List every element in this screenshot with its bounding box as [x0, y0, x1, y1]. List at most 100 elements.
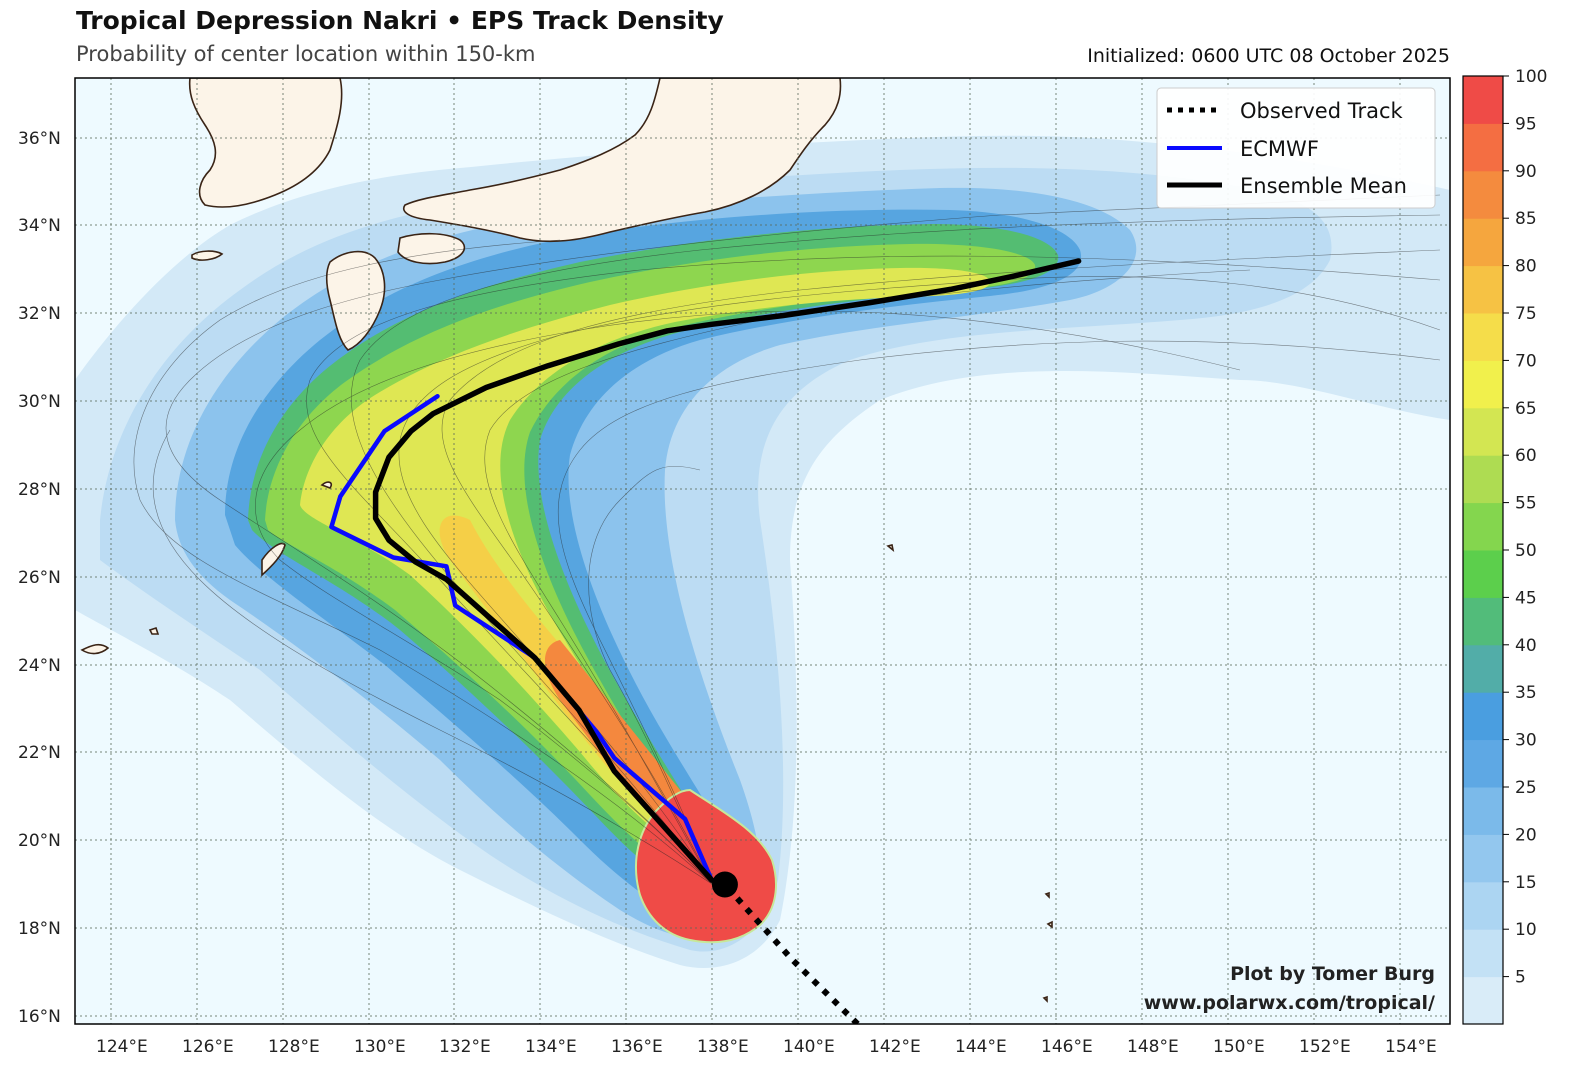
- lon-tick-label: 134°E: [525, 1037, 577, 1057]
- island-small-4: [1046, 920, 1053, 929]
- member-track: [152, 429, 713, 885]
- colorbar-tick-label: 95: [1515, 114, 1537, 134]
- legend: Observed Track ECMWF Ensemble Mean: [1156, 87, 1436, 209]
- colorbar-tick-label: 75: [1515, 304, 1537, 324]
- lon-tick-label: 142°E: [869, 1037, 921, 1057]
- credit-url: www.polarwx.com/tropical/: [1144, 992, 1435, 1014]
- lon-tick-label: 150°E: [1213, 1037, 1265, 1057]
- colorbar-tick-label: 5: [1515, 968, 1526, 988]
- colorbar-segment: [1463, 787, 1503, 835]
- colorbar-segment: [1463, 455, 1503, 504]
- colorbar-segment: [1463, 597, 1503, 646]
- member-track: [351, 214, 1441, 885]
- land: [80, 78, 1053, 1003]
- lon-tick-label: 148°E: [1127, 1037, 1179, 1057]
- lon-tick-label: 152°E: [1299, 1037, 1351, 1057]
- colorbar-segment: [1463, 929, 1503, 978]
- legend-label-ecmwf: ECMWF: [1240, 137, 1319, 161]
- colorbar-segment: [1463, 407, 1503, 456]
- ensemble-mean-track-line: [372, 258, 1082, 883]
- colorbar-segment: [1463, 313, 1503, 361]
- colorbar-tick-label: 30: [1515, 731, 1537, 751]
- colorbar-segment: [1463, 360, 1503, 409]
- island-small-2: [886, 544, 895, 552]
- colorbar-segment: [1463, 123, 1503, 172]
- colorbar-tick-label: 85: [1515, 209, 1537, 229]
- legend-box: [1156, 87, 1436, 209]
- density-band-85: [545, 640, 707, 845]
- lon-tick-label: 154°E: [1385, 1037, 1437, 1057]
- lat-tick-label: 30°N: [18, 392, 61, 412]
- colorbar-tick-label: 90: [1515, 162, 1537, 182]
- lon-tick-label: 136°E: [611, 1037, 663, 1057]
- colorbar-segment: [1463, 834, 1503, 883]
- island-small-5: [1042, 995, 1048, 1003]
- map-frame: [74, 77, 1451, 1025]
- latitude-ticks: 16°N 18°N 20°N 22°N 24°N 26°N 28°N 30°N …: [18, 129, 61, 1027]
- lon-tick-label: 132°E: [439, 1037, 491, 1057]
- colorbar-segment: [1463, 550, 1503, 598]
- lat-tick-label: 36°N: [18, 129, 61, 149]
- japan-honshu: [403, 78, 842, 243]
- colorbar-tick-label: 40: [1515, 636, 1537, 656]
- lat-tick-label: 18°N: [18, 919, 61, 939]
- lon-tick-label: 126°E: [182, 1037, 234, 1057]
- member-track: [557, 340, 1441, 885]
- lon-tick-label: 128°E: [268, 1037, 320, 1057]
- chart-title: Tropical Depression Nakri • EPS Track De…: [76, 6, 724, 35]
- chart-subtitle: Probability of center location within 15…: [76, 42, 536, 66]
- colorbar-tick-label: 35: [1515, 683, 1537, 703]
- colorbar-tick-label: 45: [1515, 588, 1537, 608]
- colorbar-segment: [1463, 976, 1503, 1025]
- lon-tick-label: 140°E: [783, 1037, 835, 1057]
- amami-island: [320, 481, 333, 489]
- colorbar-segment: [1463, 265, 1503, 314]
- lat-tick-label: 20°N: [18, 831, 61, 851]
- longitude-ticks: 124°E 126°E 128°E 130°E 132°E 134°E 136°…: [96, 1037, 1437, 1057]
- legend-label-ensemble-mean: Ensemble Mean: [1240, 174, 1407, 198]
- japan-kyushu: [325, 250, 386, 351]
- colorbar-tick-label: 55: [1515, 494, 1537, 514]
- colorbar-segment: [1463, 170, 1503, 219]
- lat-tick-label: 22°N: [18, 743, 61, 763]
- credit-author: Plot by Tomer Burg: [1230, 963, 1435, 985]
- track-density-field: [75, 135, 1450, 969]
- initialized-time: Initialized: 0600 UTC 08 October 2025: [1087, 45, 1450, 67]
- colorbar-tick-label: 20: [1515, 825, 1537, 845]
- colorbar: 100 95 90 85 80 75 70 65 60 55 50 45 40 35 30 25 20 15 10 5: [1462, 67, 1547, 1025]
- colorbar-tick-label: 50: [1515, 541, 1537, 561]
- colorbar-tick-label: 25: [1515, 778, 1537, 798]
- observed-track-line: [722, 882, 860, 1024]
- lon-tick-label: 124°E: [96, 1037, 148, 1057]
- okinawa-island: [261, 542, 286, 577]
- colorbar-tick-label: 15: [1515, 873, 1537, 893]
- forecast-tracks: [329, 258, 1082, 1024]
- lat-tick-label: 16°N: [18, 1007, 61, 1027]
- density-band-60: [300, 267, 990, 850]
- colorbar-segment: [1463, 218, 1503, 267]
- lat-tick-label: 32°N: [18, 304, 61, 324]
- colorbar-tick-label: 60: [1515, 446, 1537, 466]
- lon-tick-label: 138°E: [697, 1037, 749, 1057]
- member-track: [441, 249, 1441, 885]
- lat-tick-label: 28°N: [18, 480, 61, 500]
- colorbar-tick-label: 80: [1515, 257, 1537, 277]
- colorbar-segment: [1463, 502, 1503, 551]
- lon-tick-label: 146°E: [1041, 1037, 1093, 1057]
- current-position-marker: [711, 871, 738, 898]
- island-small-1: [148, 626, 160, 635]
- member-track: [588, 466, 713, 885]
- credit: Plot by Tomer Burg www.polarwx.com/tropi…: [1144, 963, 1435, 1014]
- lat-tick-label: 26°N: [18, 568, 61, 588]
- colorbar-segment: [1463, 76, 1503, 124]
- korea-landmass: [188, 78, 343, 208]
- colorbar-tick-label: 65: [1515, 399, 1537, 419]
- lon-tick-label: 130°E: [354, 1037, 406, 1057]
- member-track: [133, 239, 713, 885]
- colorbar-tick-label: 70: [1515, 351, 1537, 371]
- colorbar-segment: [1463, 644, 1503, 693]
- colorbar-tick-label: 100: [1515, 67, 1547, 87]
- colorbar-segment: [1463, 692, 1503, 741]
- lat-tick-label: 34°N: [18, 216, 61, 236]
